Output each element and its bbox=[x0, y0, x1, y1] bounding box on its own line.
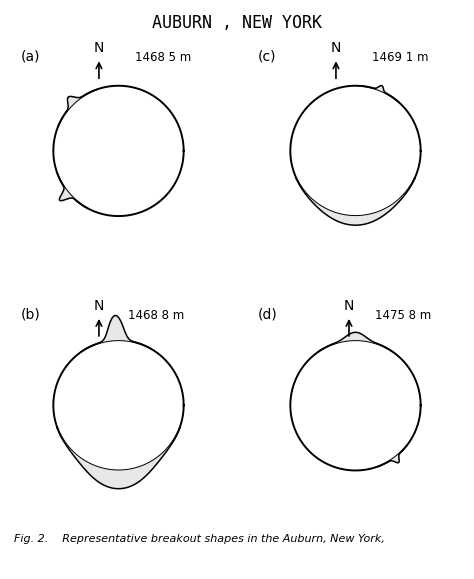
Text: AUBURN , NEW YORK: AUBURN , NEW YORK bbox=[152, 14, 322, 32]
Text: 1468 8 m: 1468 8 m bbox=[128, 309, 184, 322]
Polygon shape bbox=[358, 86, 399, 102]
Polygon shape bbox=[318, 332, 393, 352]
Text: (b): (b) bbox=[21, 307, 40, 321]
Polygon shape bbox=[57, 427, 180, 489]
Text: (a): (a) bbox=[21, 50, 40, 64]
Text: 1469 1 m: 1469 1 m bbox=[372, 51, 428, 64]
Text: (d): (d) bbox=[258, 307, 277, 321]
Text: 1475 8 m: 1475 8 m bbox=[375, 309, 431, 322]
Text: (c): (c) bbox=[258, 50, 276, 64]
Polygon shape bbox=[81, 316, 151, 352]
Polygon shape bbox=[296, 178, 415, 225]
Text: 1468 5 m: 1468 5 m bbox=[135, 51, 191, 64]
Text: N: N bbox=[94, 299, 104, 313]
Polygon shape bbox=[57, 173, 88, 208]
Text: N: N bbox=[331, 41, 341, 55]
Polygon shape bbox=[378, 445, 407, 467]
Text: N: N bbox=[94, 41, 104, 55]
Text: Fig. 2.    Representative breakout shapes in the Auburn, New York,: Fig. 2. Representative breakout shapes i… bbox=[14, 534, 385, 544]
Polygon shape bbox=[58, 90, 96, 126]
Text: N: N bbox=[344, 299, 354, 313]
